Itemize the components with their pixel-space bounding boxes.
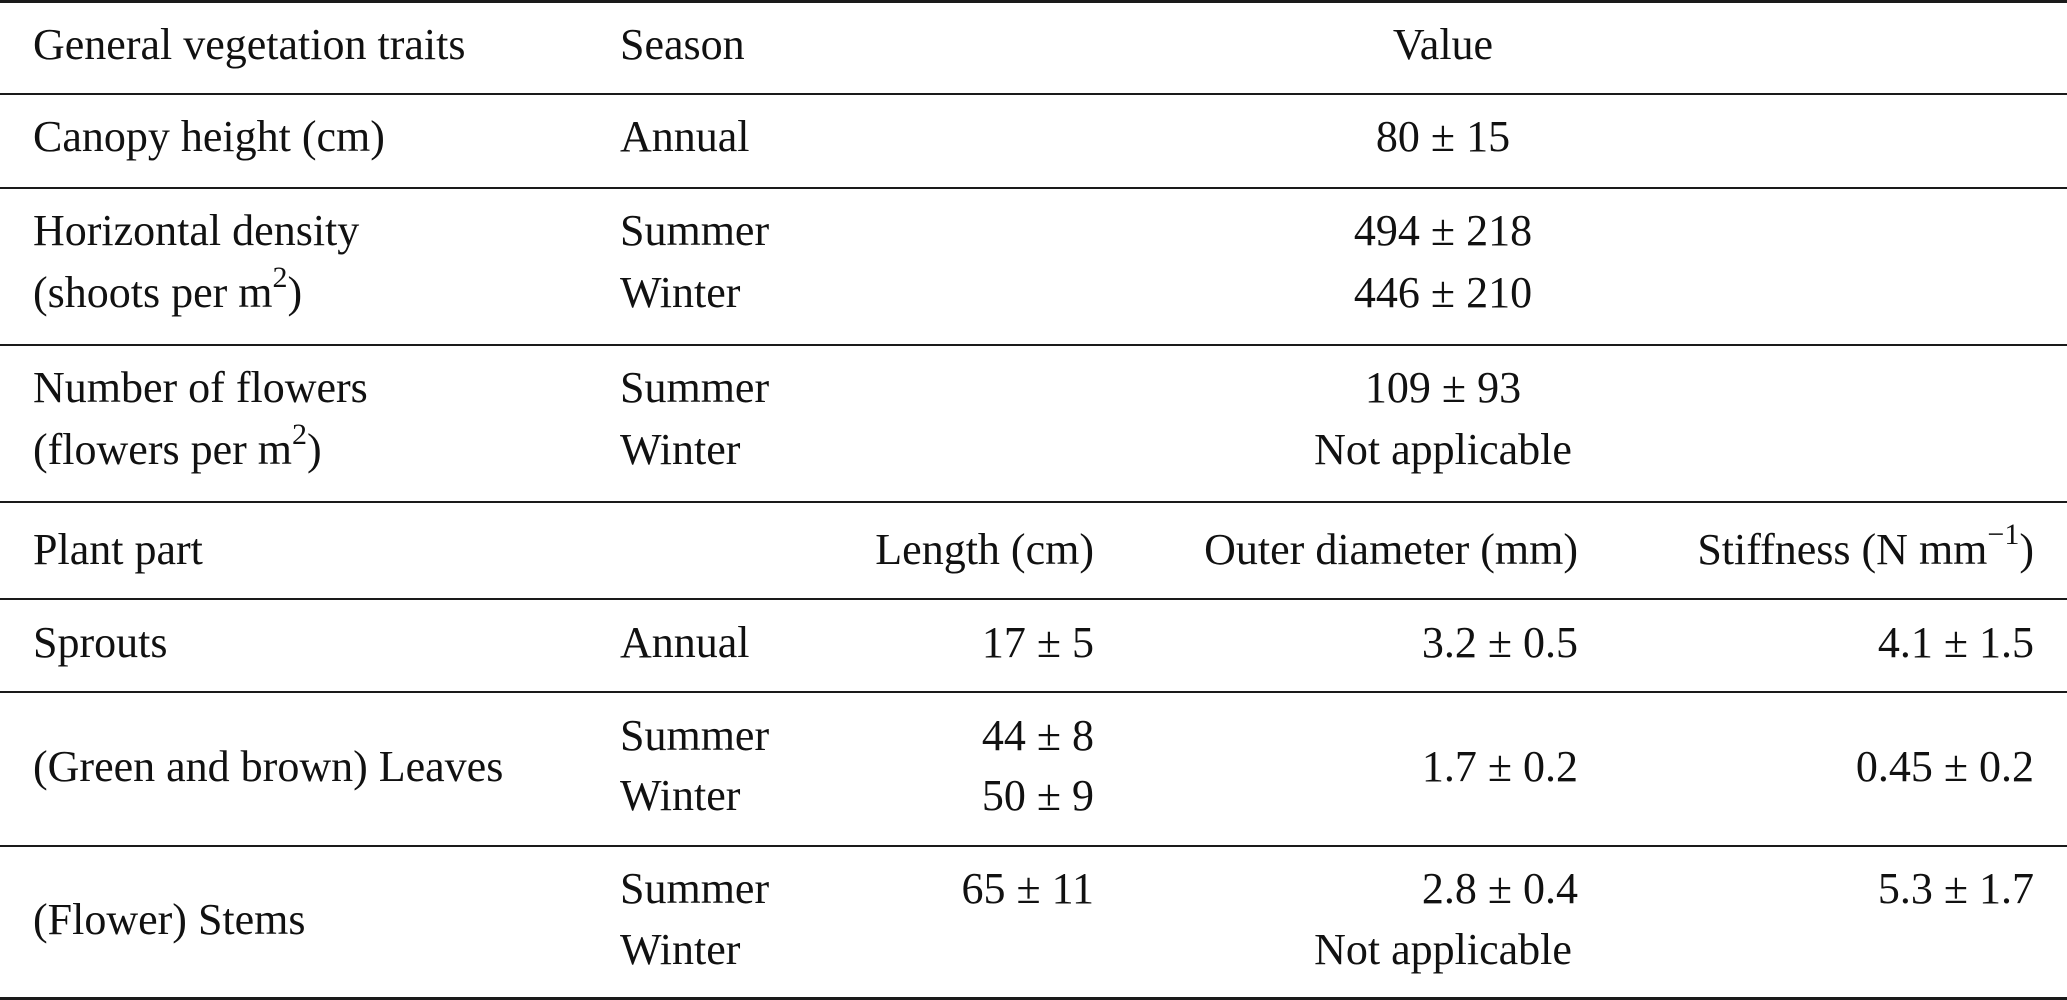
- trait-label-unit: (shoots per m2): [33, 261, 303, 317]
- header-rule: [0, 598, 2067, 600]
- trait-value: 446 ± 210: [1353, 268, 1533, 317]
- trait-label: Number of flowers: [33, 363, 368, 412]
- trait-label: Canopy height (cm): [33, 112, 385, 161]
- trait-label-unit: (flowers per m2): [33, 418, 322, 474]
- season-label: Annual: [620, 112, 750, 161]
- plant-part-label: (Flower) Stems: [33, 895, 306, 944]
- plant-part-label: (Green and brown) Leaves: [33, 742, 504, 791]
- stiffness-value: 4.1 ± 1.5: [1877, 618, 2034, 667]
- unit-superscript: 2: [292, 418, 308, 452]
- winter-not-applicable: Not applicable: [1314, 925, 1572, 974]
- season-label: Summer: [620, 864, 770, 913]
- top-rule: [0, 0, 2067, 3]
- unit-superscript: 2: [272, 261, 288, 295]
- season-label: Winter: [620, 925, 741, 974]
- season-label: Summer: [620, 711, 770, 760]
- row-rule: [0, 344, 2067, 346]
- length-value: 44 ± 8: [981, 711, 1094, 760]
- row-rule: [0, 187, 2067, 189]
- diameter-value: 2.8 ± 0.4: [1421, 864, 1578, 913]
- trait-value: 494 ± 218: [1353, 206, 1533, 255]
- row-rule: [0, 501, 2067, 503]
- row-rule: [0, 691, 2067, 693]
- season-label: Winter: [620, 425, 741, 474]
- header-value: Value: [1392, 20, 1494, 69]
- row-rule: [0, 845, 2067, 847]
- season-label: Annual: [620, 618, 750, 667]
- header-stiffness: Stiffness (N mm−1): [1697, 518, 2034, 574]
- header-outer-diameter: Outer diameter (mm): [1204, 525, 1578, 574]
- trait-value: 109 ± 93: [1364, 363, 1522, 412]
- header-season: Season: [620, 20, 745, 69]
- diameter-value: 3.2 ± 0.5: [1421, 618, 1578, 667]
- header-general-traits: General vegetation traits: [33, 20, 466, 69]
- plant-part-label: Sprouts: [33, 618, 168, 667]
- header-length: Length (cm): [875, 525, 1094, 574]
- trait-value: Not applicable: [1314, 425, 1572, 474]
- stiffness-value: 0.45 ± 0.2: [1855, 742, 2034, 791]
- trait-label: Horizontal density: [33, 206, 360, 255]
- unit-superscript: −1: [1987, 518, 2020, 552]
- season-label: Summer: [620, 206, 770, 255]
- bottom-rule: [0, 997, 2067, 1000]
- season-label: Winter: [620, 771, 741, 820]
- season-label: Winter: [620, 268, 741, 317]
- season-label: Summer: [620, 363, 770, 412]
- trait-value: 80 ± 15: [1375, 112, 1511, 161]
- stiffness-value: 5.3 ± 1.7: [1877, 864, 2034, 913]
- header-rule: [0, 93, 2067, 95]
- header-plant-part: Plant part: [33, 525, 203, 574]
- length-value: 17 ± 5: [981, 618, 1094, 667]
- length-value: 50 ± 9: [981, 771, 1094, 820]
- length-value: 65 ± 11: [961, 864, 1094, 913]
- diameter-value: 1.7 ± 0.2: [1421, 742, 1578, 791]
